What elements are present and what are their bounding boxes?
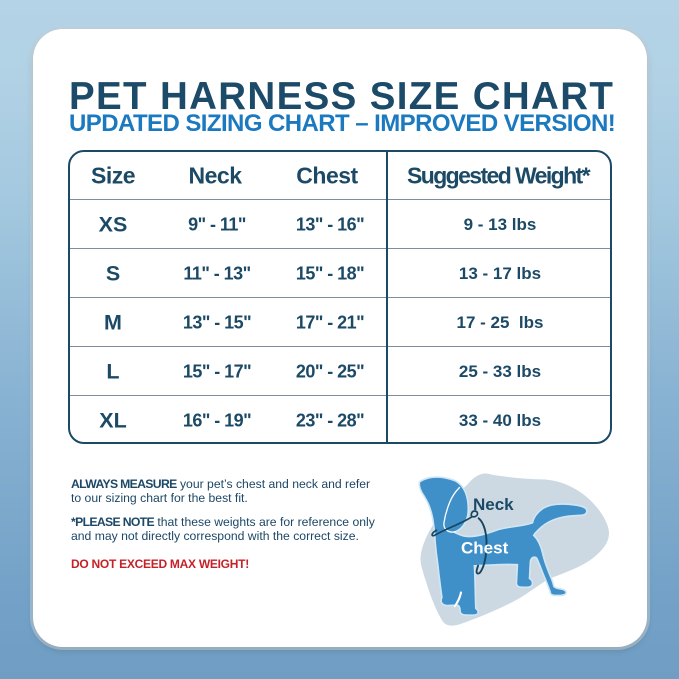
svg-text:Neck: Neck <box>473 495 514 514</box>
svg-text:Chest: Chest <box>461 539 509 558</box>
